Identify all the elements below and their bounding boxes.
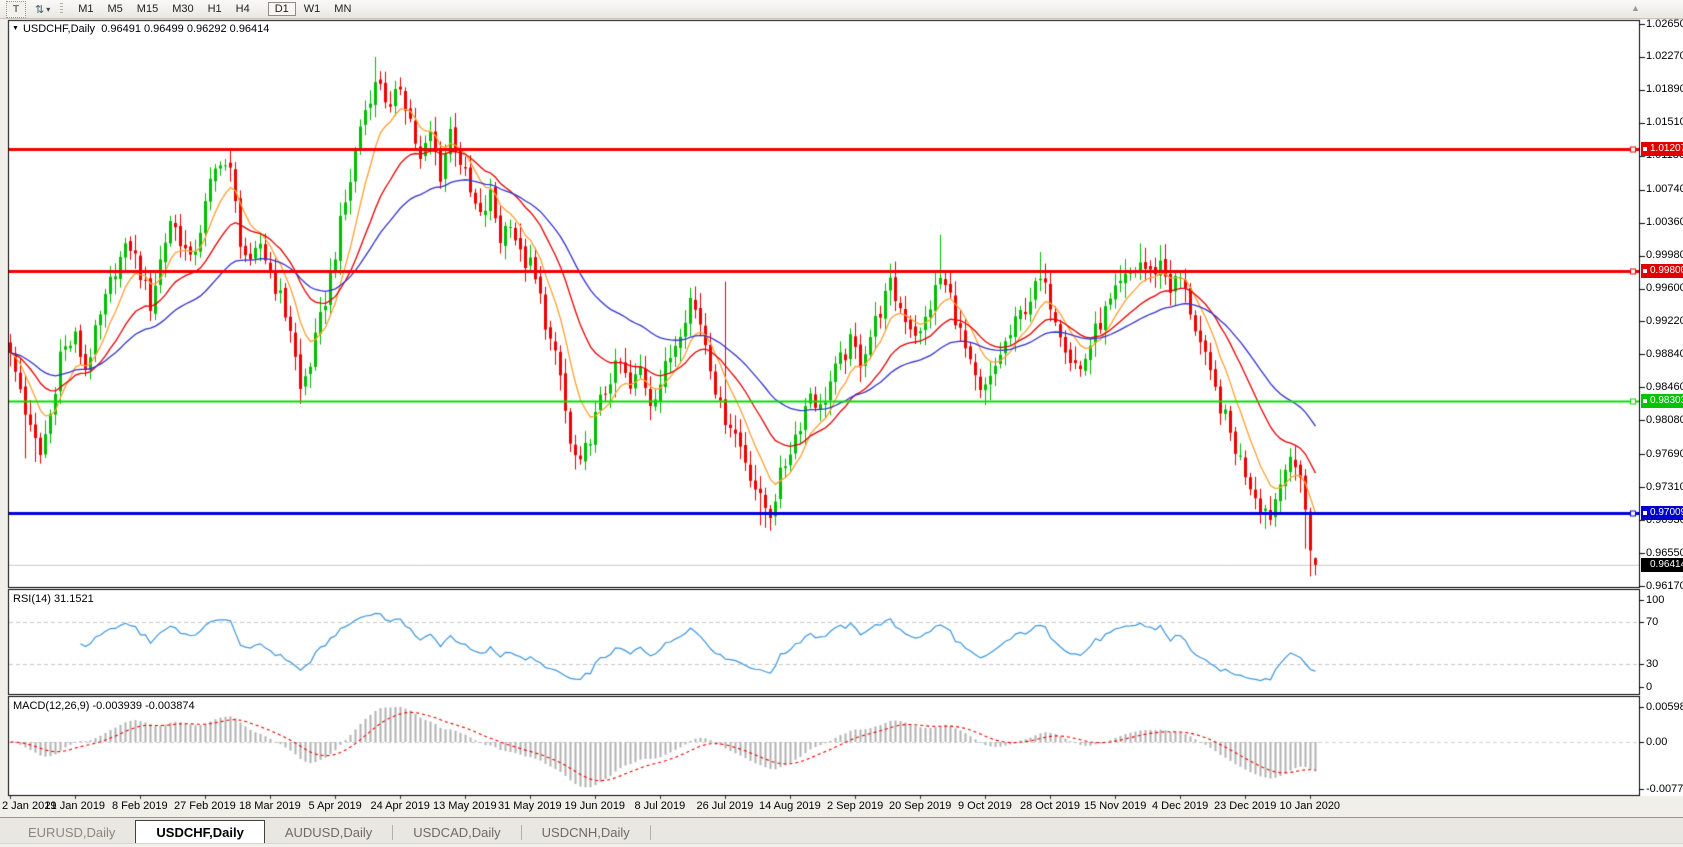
price-axis-label: 0.96550: [1646, 546, 1683, 559]
collapse-triangle-icon[interactable]: ▼: [12, 25, 19, 32]
date-axis-label: 31 May 2019: [498, 800, 562, 812]
date-axis-label: 24 Apr 2019: [370, 800, 430, 812]
date-axis-label: 9 Oct 2019: [958, 800, 1012, 812]
date-axis-label: 4 Dec 2019: [1152, 800, 1209, 812]
current-price-label[interactable]: 0.96414: [1641, 557, 1683, 572]
price-axis-label: 1.02650: [1646, 17, 1683, 30]
date-axis-label: 14 Aug 2019: [759, 800, 821, 812]
line-price-label[interactable]: 0.99800: [1641, 264, 1683, 279]
macd-axis-label: 0.005986: [1646, 700, 1683, 713]
price-axis-label: 0.99600: [1646, 282, 1683, 295]
price-axis-label: 0.98460: [1646, 380, 1683, 393]
rsi-indicator-label: RSI(14) 31.1521: [13, 593, 94, 605]
price-axis-label: 1.01890: [1646, 83, 1683, 96]
price-axis-label: 1.00360: [1646, 216, 1683, 229]
tab-separator: [649, 825, 651, 840]
price-axis-label: 0.96170: [1646, 579, 1683, 592]
tab-bar-footer: [0, 843, 1683, 847]
rsi-axis-label: 100: [1646, 593, 1665, 606]
date-axis-label: 23 Dec 2019: [1214, 800, 1277, 812]
price-axis-label: 1.02270: [1646, 50, 1683, 63]
line-price-label[interactable]: 1.01207: [1641, 142, 1683, 157]
price-axis-label: 1.01510: [1646, 116, 1683, 129]
line-price-label[interactable]: 0.98303: [1641, 394, 1683, 408]
line-price-label[interactable]: 0.97009: [1641, 506, 1683, 521]
chart-tab-usdchf[interactable]: USDCHF,Daily: [135, 820, 265, 845]
date-axis-label: 27 Feb 2019: [174, 800, 236, 812]
macd-axis-label: 0.00: [1646, 735, 1668, 748]
date-axis-label: 13 May 2019: [433, 800, 497, 812]
price-axis-label: 0.98080: [1646, 413, 1683, 426]
price-axis-label: 0.97690: [1646, 447, 1683, 460]
price-axis-label: 0.98840: [1646, 347, 1683, 360]
tab-separator: [392, 825, 394, 840]
date-axis-label: 21 Jan 2019: [44, 800, 106, 812]
date-axis-label: 15 Nov 2019: [1084, 800, 1147, 812]
rsi-axis-label: 70: [1646, 615, 1659, 628]
ohlc-values: 0.96491 0.96499 0.96292 0.96414: [101, 23, 270, 35]
date-axis-label: 28 Oct 2019: [1020, 800, 1080, 812]
macd-axis-label: -0.007737: [1646, 782, 1683, 795]
line-anchor-square: [1643, 511, 1647, 516]
date-axis-label: 8 Jul 2019: [634, 800, 686, 812]
chart-tab-audusd[interactable]: AUDUSD,Daily: [284, 824, 373, 840]
chart-tab-usdcad[interactable]: USDCAD,Daily: [413, 824, 501, 840]
price-axis-label: 0.99220: [1646, 314, 1683, 327]
date-axis-label: 10 Jan 2020: [1279, 800, 1341, 812]
date-axis-label: 8 Feb 2019: [112, 800, 168, 812]
line-anchor-square: [1643, 147, 1647, 152]
date-axis-label: 5 Apr 2019: [308, 800, 362, 812]
line-anchor-square: [1643, 399, 1647, 403]
date-axis-label: 2 Sep 2019: [827, 800, 884, 812]
rsi-axis-label: 30: [1646, 657, 1659, 670]
main-chart-panel[interactable]: [8, 20, 1640, 588]
price-axis-label: 0.97310: [1646, 480, 1683, 493]
symbol-period-label: USDCHF,Daily: [22, 23, 96, 35]
macd-panel[interactable]: [8, 696, 1640, 796]
date-axis-label: 2 Jan 2019: [2, 800, 57, 812]
tab-separator: [520, 825, 522, 840]
line-anchor-square: [1643, 269, 1647, 274]
chart-tab-eurusd[interactable]: EURUSD,Daily: [28, 824, 116, 840]
price-axis[interactable]: [1640, 20, 1683, 796]
date-axis-label: 18 Mar 2019: [239, 800, 301, 812]
chart-tab-usdcnh[interactable]: USDCNH,Daily: [541, 824, 630, 840]
price-axis-label: 0.99980: [1646, 249, 1683, 262]
price-axis-label: 1.00740: [1646, 183, 1683, 196]
rsi-panel[interactable]: [8, 589, 1640, 695]
date-axis-label: 26 Jul 2019: [696, 800, 754, 812]
macd-indicator-label: MACD(12,26,9) -0.003939 -0.003874: [13, 700, 195, 712]
chart-tab-bar: EURUSD,Daily USDCHF,Daily AUDUSD,Daily USDC…: [0, 817, 1683, 847]
chart-title: ▼ USDCHF,Daily 0.96491 0.96499 0.96292 0.…: [12, 23, 269, 35]
rsi-axis-label: 0: [1646, 680, 1653, 693]
date-axis-label: 20 Sep 2019: [889, 800, 952, 812]
date-axis-label: 19 Jun 2019: [564, 800, 626, 812]
